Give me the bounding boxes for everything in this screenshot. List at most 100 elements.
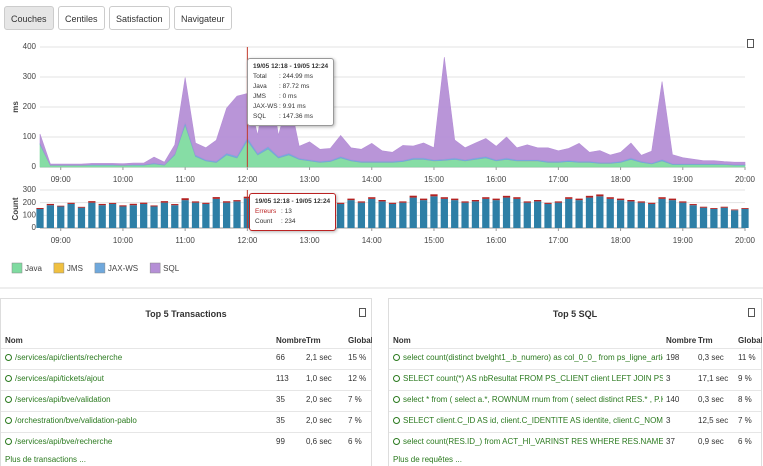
- bar: [482, 197, 490, 199]
- charts: 0 100 200 300 400 ms 09:00 10:00 11:00 12:00 13:00…: [0, 42, 763, 289]
- export-icon[interactable]: [747, 39, 754, 48]
- bar: [679, 201, 687, 203]
- bar: [710, 209, 718, 228]
- y-tick-label: 200: [23, 102, 37, 111]
- y-tick-label: 100: [23, 210, 37, 219]
- bar: [534, 201, 542, 228]
- cell: 1,0 sec: [306, 374, 332, 383]
- tooltip-row: SQL: 147.36 ms: [253, 112, 328, 122]
- bar: [648, 203, 656, 228]
- bar: [98, 205, 106, 228]
- bar: [606, 197, 614, 199]
- more-link[interactable]: Plus de transactions ...: [5, 455, 86, 464]
- x-tick-label: 20:00: [735, 175, 756, 184]
- tooltip-value: : 87.72 ms: [279, 83, 310, 90]
- bar: [140, 203, 148, 228]
- legend-label: JAX-WS: [108, 264, 138, 273]
- x-tick-label: 15:00: [424, 236, 445, 245]
- row-link[interactable]: /services/api/bve/recherche: [5, 437, 273, 446]
- bar: [513, 197, 521, 199]
- row-link[interactable]: select count(distinct bvelght1_.b_numero…: [393, 353, 663, 362]
- x-tick-label: 13:00: [300, 236, 321, 245]
- cell: 7 %: [348, 416, 362, 425]
- export-icon[interactable]: [748, 308, 755, 317]
- bar: [668, 198, 677, 201]
- tooltip-row: JMS: 0 ms: [253, 92, 328, 102]
- y-tick-label: 0: [32, 223, 37, 232]
- bar: [57, 205, 65, 207]
- tooltip-title: 19/05 12:18 - 19/05 12:24: [253, 63, 329, 70]
- legend-label: SQL: [163, 264, 180, 273]
- bar: [337, 203, 345, 228]
- cell: 198: [666, 353, 680, 362]
- bar: [616, 200, 625, 228]
- bar: [368, 198, 376, 228]
- bar: [731, 209, 739, 211]
- bar: [378, 201, 386, 228]
- y-axis-label: Count: [11, 197, 20, 220]
- bar: [689, 204, 697, 206]
- bar: [451, 198, 459, 201]
- bar: [554, 202, 563, 228]
- row: [1, 348, 371, 369]
- row-link[interactable]: /orchestration/bve/validation-pablo: [5, 416, 273, 425]
- tab[interactable]: Satisfaction: [109, 6, 170, 30]
- tooltip-title: 19/05 12:18 - 19/05 12:24: [255, 198, 331, 205]
- bar: [388, 203, 397, 228]
- cell: 12 %: [348, 374, 367, 383]
- row-link[interactable]: select * from ( select a.*, ROWNUM rnum …: [393, 395, 663, 404]
- row-link[interactable]: /services/api/tickets/ajout: [5, 374, 273, 383]
- bar: [596, 196, 604, 228]
- cell: 15 %: [348, 353, 367, 362]
- bar: [471, 200, 480, 202]
- bar: [741, 208, 749, 209]
- bar: [637, 202, 645, 228]
- more-link[interactable]: Plus de requêtes ...: [393, 455, 462, 464]
- panel-title: Top 5 Transactions: [145, 309, 227, 319]
- x-tick-label: 11:00: [175, 236, 195, 245]
- cell: 0,9 sec: [698, 437, 724, 446]
- bar: [679, 202, 687, 228]
- bar: [337, 202, 345, 204]
- bar: [461, 202, 469, 228]
- bar: [699, 207, 708, 228]
- tooltip: 19/05 12:18 - 19/05 12:24 Total: 244.99 m…: [247, 58, 335, 126]
- bar: [67, 202, 75, 204]
- bar: [668, 200, 677, 228]
- row-link[interactable]: SELECT count(*) AS nbResultat FROM PS_CL…: [393, 374, 663, 383]
- cell: 35: [276, 416, 285, 425]
- x-tick-label: 09:00: [51, 175, 72, 184]
- y-tick-label: 400: [23, 42, 37, 51]
- tooltip-value: : 147.36 ms: [279, 113, 313, 120]
- tooltip-row: JAX-WS: 9.91 ms: [253, 102, 328, 112]
- bar: [554, 201, 563, 203]
- cell: 2,0 sec: [306, 416, 332, 425]
- bar: [46, 203, 54, 206]
- bar: [233, 200, 241, 202]
- legend-swatch: [94, 262, 106, 274]
- bar: [492, 198, 500, 201]
- row-link[interactable]: SELECT client.C_ID AS id, client.C_IDENT…: [393, 416, 663, 425]
- panel: Top 5 SQL Nom Nombre Trm Global select count(…: [388, 298, 762, 466]
- tooltip-row: Total: 244.99 ms: [253, 72, 328, 82]
- bar: [471, 201, 480, 228]
- tab[interactable]: Couches: [4, 6, 54, 30]
- bar: [451, 200, 459, 228]
- tooltip-value: : 244.99 ms: [279, 73, 313, 80]
- bar: [544, 202, 552, 204]
- bar: [88, 202, 96, 228]
- bar: [36, 209, 44, 228]
- bar: [565, 198, 573, 228]
- row-link[interactable]: /services/api/clients/recherche: [5, 353, 273, 362]
- row-link[interactable]: /services/api/bve/validation: [5, 395, 273, 404]
- bar: [409, 195, 417, 198]
- export-icon[interactable]: [359, 308, 366, 317]
- bar: [658, 197, 666, 199]
- row-link[interactable]: select count(RES.ID_) from ACT_HI_VARINS…: [393, 437, 663, 446]
- bar: [502, 197, 511, 228]
- bar: [191, 201, 200, 203]
- row: [389, 348, 761, 369]
- tab[interactable]: Navigateur: [174, 6, 232, 30]
- bar: [212, 197, 220, 199]
- tab[interactable]: Centiles: [58, 6, 105, 30]
